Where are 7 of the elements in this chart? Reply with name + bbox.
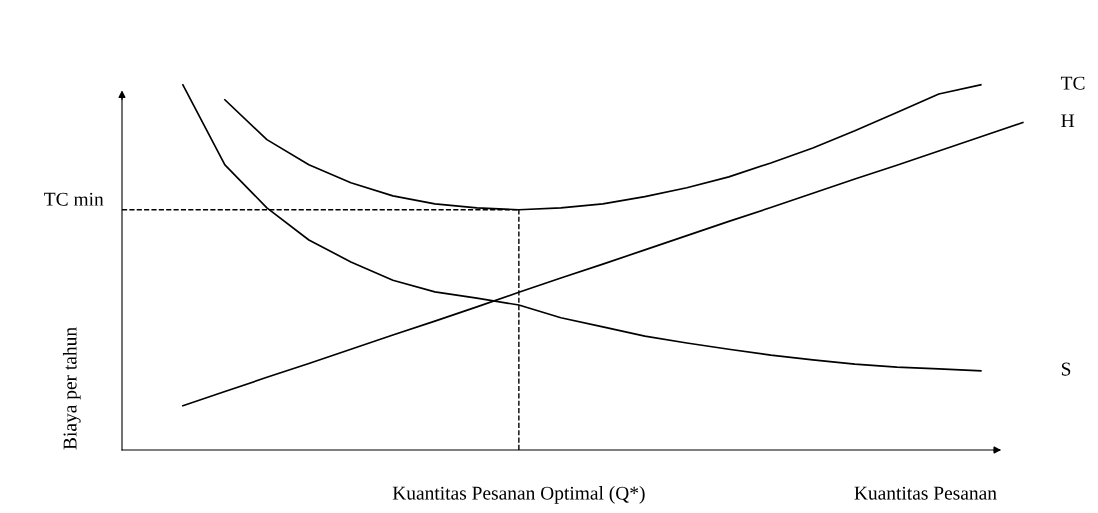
x-axis-title: Kuantitas Pesanan — [854, 486, 997, 500]
text: Kuantitas Pesanan Optimal (Q*) — [392, 486, 645, 504]
y-axis-title: Biaya per tahun — [62, 327, 81, 450]
text: S — [1061, 362, 1071, 376]
text: TC — [1060, 76, 1085, 90]
ref-line-label: TC min — [44, 192, 104, 206]
series-label: H — [1061, 114, 1075, 128]
